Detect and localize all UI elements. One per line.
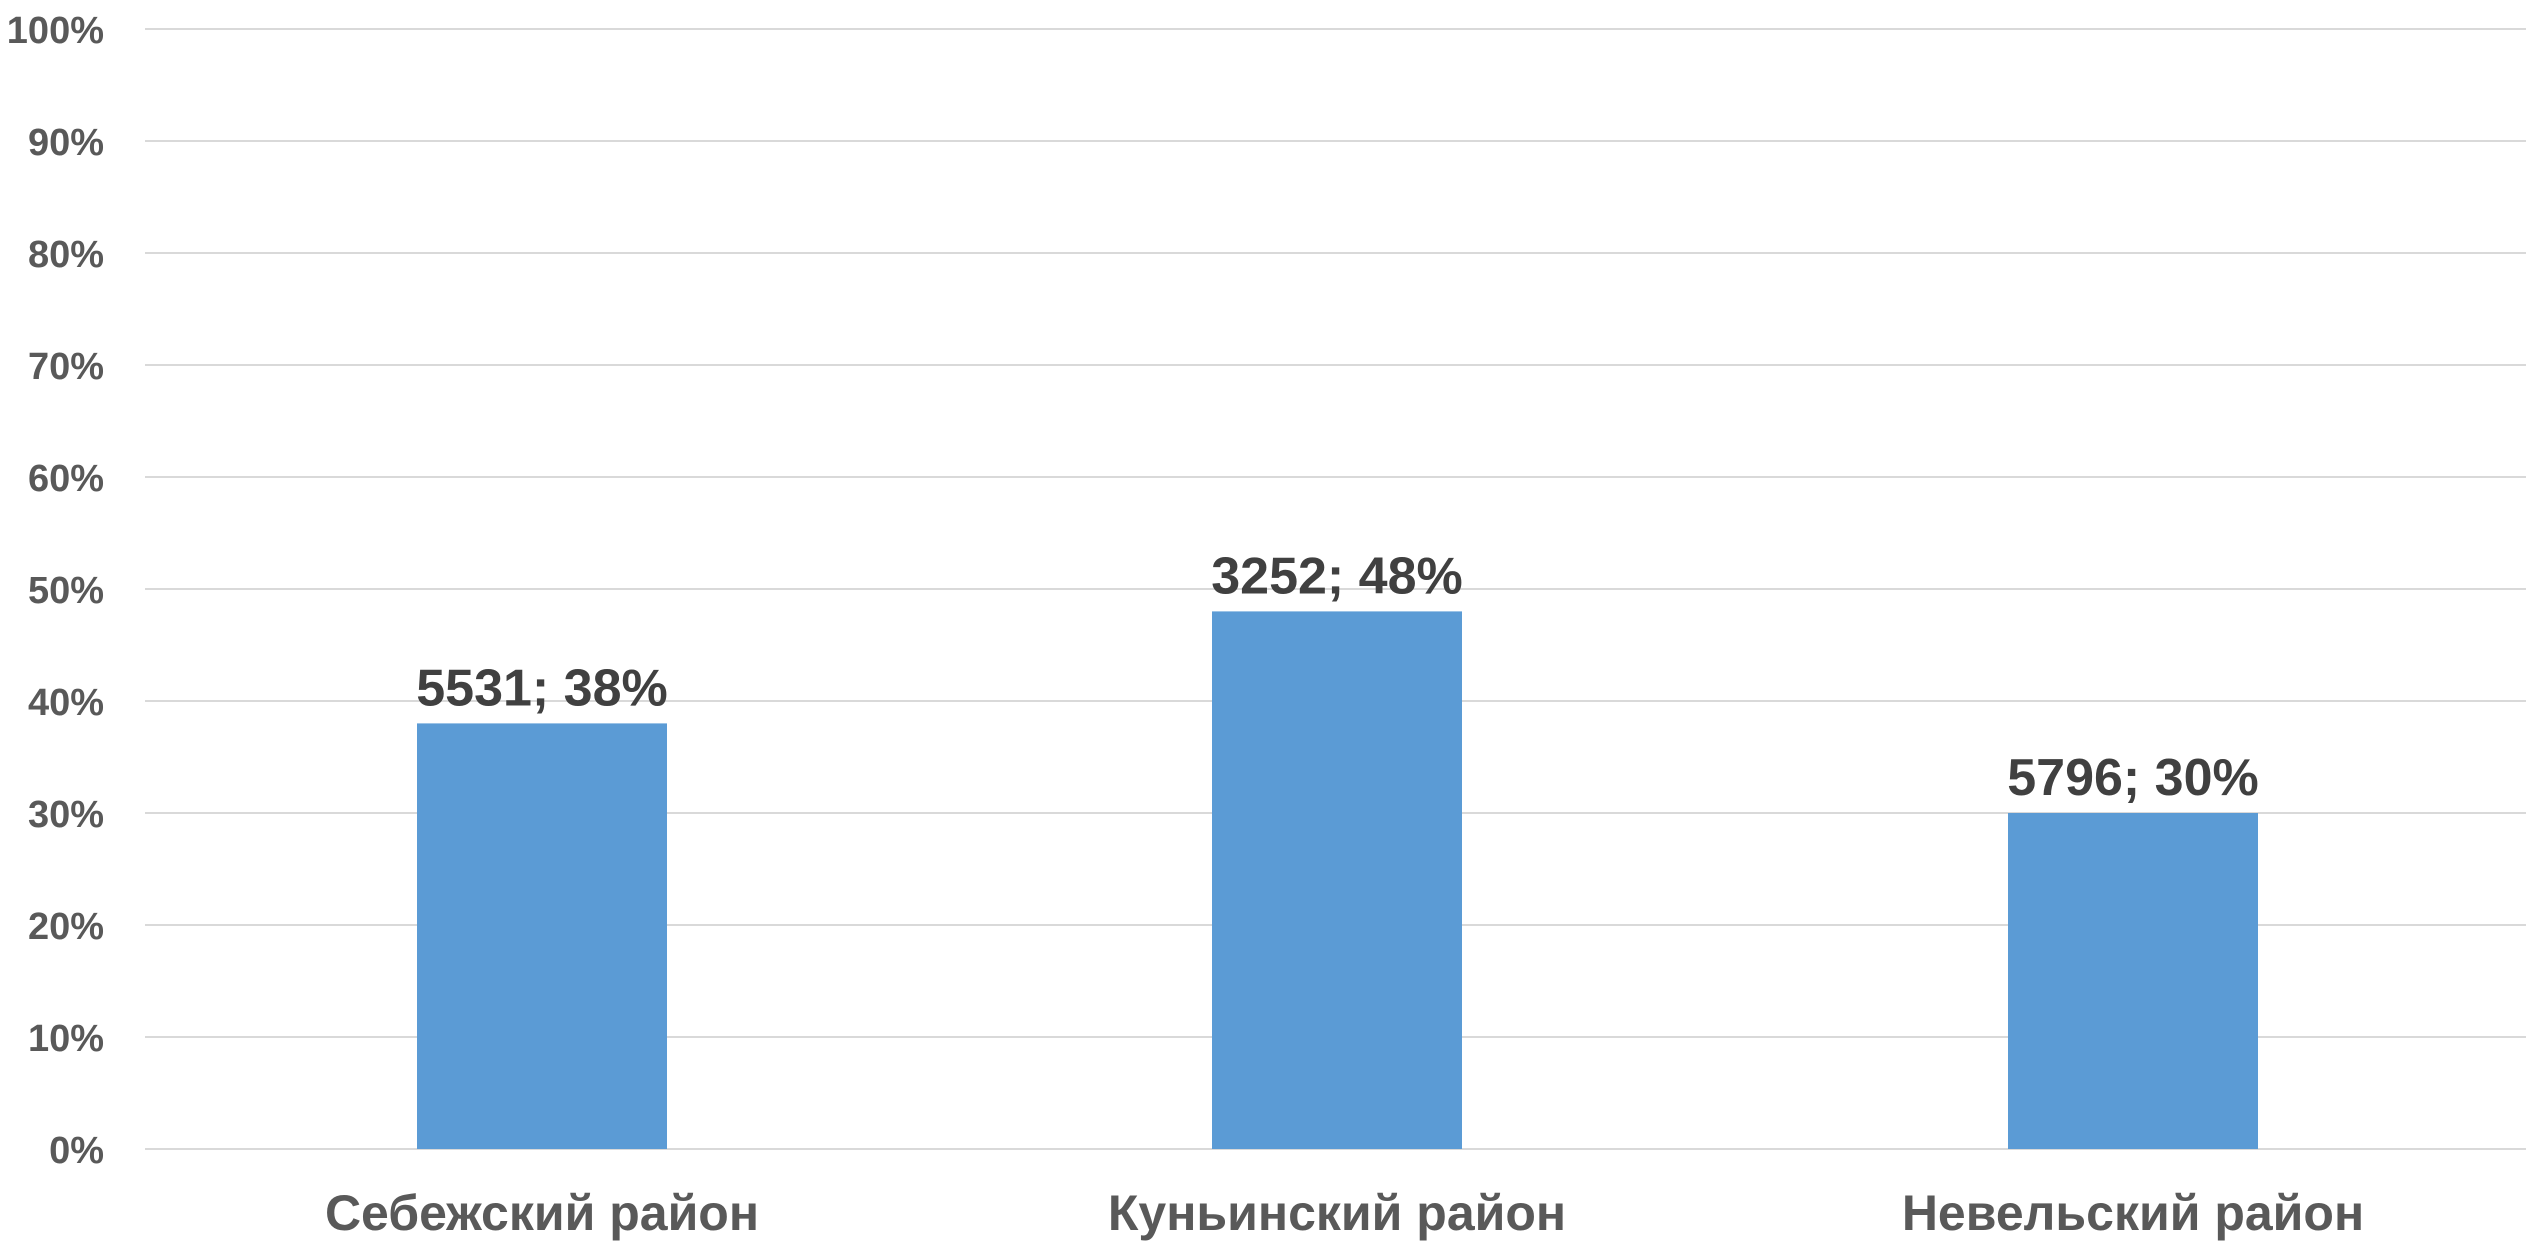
y-tick-label: 100% — [7, 10, 104, 52]
y-axis-tick-labels: 0% 10% 20% 30% 40% 50% 60% 70% 80% 90% 100% — [7, 10, 104, 1172]
y-tick-label: 30% — [28, 794, 104, 836]
bar — [2008, 813, 2258, 1149]
data-label: 3252; 48% — [1211, 547, 1463, 605]
x-category-label: Куньинский район — [1108, 1185, 1566, 1241]
y-tick-label: 60% — [28, 458, 104, 500]
y-tick-label: 50% — [28, 570, 104, 612]
x-category-label: Себежский район — [325, 1185, 759, 1241]
bar — [417, 723, 667, 1149]
y-tick-label: 80% — [28, 234, 104, 276]
x-axis-category-labels: Себежский район Куньинский район Невельски… — [325, 1185, 2364, 1241]
y-tick-label: 20% — [28, 906, 104, 948]
y-tick-label: 90% — [28, 122, 104, 164]
data-label: 5796; 30% — [2007, 749, 2259, 807]
bars — [417, 611, 2258, 1149]
y-tick-label: 0% — [49, 1130, 104, 1172]
y-tick-label: 10% — [28, 1018, 104, 1060]
y-tick-label: 40% — [28, 682, 104, 724]
x-category-label: Невельский район — [1902, 1185, 2364, 1241]
y-tick-label: 70% — [28, 346, 104, 388]
bar — [1212, 611, 1462, 1149]
data-labels: 5531; 38% 3252; 48% 5796; 30% — [416, 547, 2259, 807]
data-label: 5531; 38% — [416, 659, 668, 717]
